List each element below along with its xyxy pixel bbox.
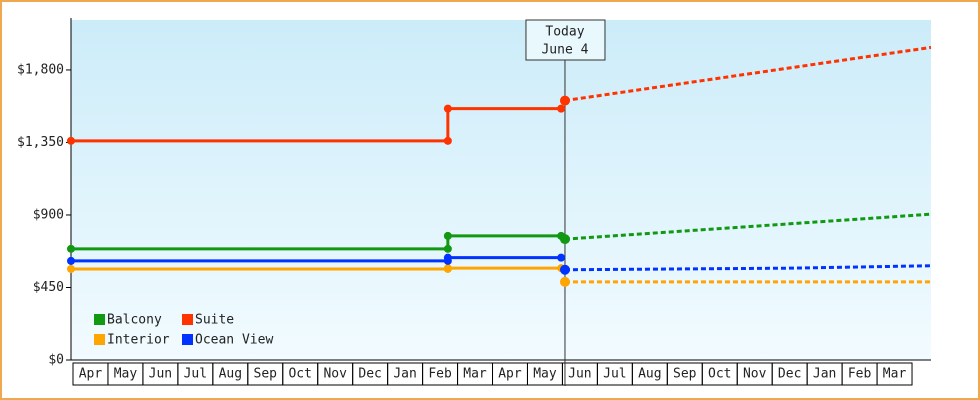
x-tick-label: Sep — [254, 367, 278, 382]
today-point — [559, 234, 570, 245]
history-line — [71, 266, 562, 271]
today-point — [559, 276, 570, 287]
legend-swatch — [182, 314, 193, 325]
history-point — [443, 253, 452, 262]
y-tick-label: $450 — [33, 280, 64, 295]
x-tick-label: Sep — [673, 367, 697, 382]
x-tick-label: May — [114, 367, 138, 382]
x-tick-label: Jan — [813, 367, 836, 382]
x-tick-label: Apr — [498, 367, 522, 382]
forecast-line — [564, 264, 932, 272]
today-point — [559, 95, 570, 106]
x-tick-label: Oct — [708, 367, 731, 382]
today-point — [559, 264, 570, 275]
x-tick-label: Mar — [463, 367, 487, 382]
x-tick-label: May — [533, 367, 557, 382]
today-box — [525, 19, 606, 61]
history-point — [557, 104, 566, 113]
y-tick-label: $900 — [33, 207, 64, 222]
legend-label: Suite — [195, 313, 234, 328]
x-tick-label: Mar — [883, 367, 907, 382]
history-point — [557, 253, 566, 262]
y-tick-label: $1,800 — [17, 62, 64, 77]
history-point — [67, 264, 75, 273]
y-tick-label: $0 — [48, 353, 64, 368]
legend-swatch — [94, 314, 105, 325]
x-tick-label: Nov — [743, 367, 767, 382]
x-tick-label: Jul — [184, 367, 207, 382]
x-tick-label: Oct — [288, 367, 311, 382]
x-tick-label: Aug — [638, 367, 661, 382]
history-point — [443, 244, 452, 253]
x-tick-label: Feb — [428, 367, 452, 382]
history-point — [67, 244, 75, 253]
today-label: June 4 — [541, 43, 588, 58]
x-tick-label: Jun — [568, 367, 591, 382]
history-point — [67, 256, 75, 265]
history-point — [67, 136, 75, 145]
legend-swatch — [94, 334, 105, 345]
x-tick-label: Dec — [778, 367, 801, 382]
history-line — [71, 107, 562, 143]
legend-label: Ocean View — [195, 333, 273, 348]
month-cell — [876, 362, 913, 386]
legend-label: Balcony — [107, 313, 162, 328]
legend-swatch — [182, 334, 193, 345]
x-tick-label: Nov — [323, 367, 347, 382]
x-tick-label: Jun — [149, 367, 172, 382]
history-point — [443, 136, 452, 145]
x-tick-label: Jul — [603, 367, 626, 382]
x-tick-label: Aug — [219, 367, 242, 382]
x-tick-label: Apr — [79, 367, 103, 382]
legend-label: Interior — [107, 333, 170, 348]
x-tick-label: Jan — [393, 367, 416, 382]
history-line — [71, 234, 562, 251]
x-tick-label: Dec — [358, 367, 381, 382]
history-point — [443, 231, 452, 240]
forecast-line — [564, 45, 932, 103]
forecast-line — [564, 212, 932, 241]
y-tick-label: $1,350 — [17, 135, 64, 150]
today-label: Today — [545, 25, 584, 40]
history-point — [443, 104, 452, 113]
history-point — [443, 264, 452, 273]
x-tick-label: Feb — [848, 367, 872, 382]
plot-area — [71, 20, 931, 360]
